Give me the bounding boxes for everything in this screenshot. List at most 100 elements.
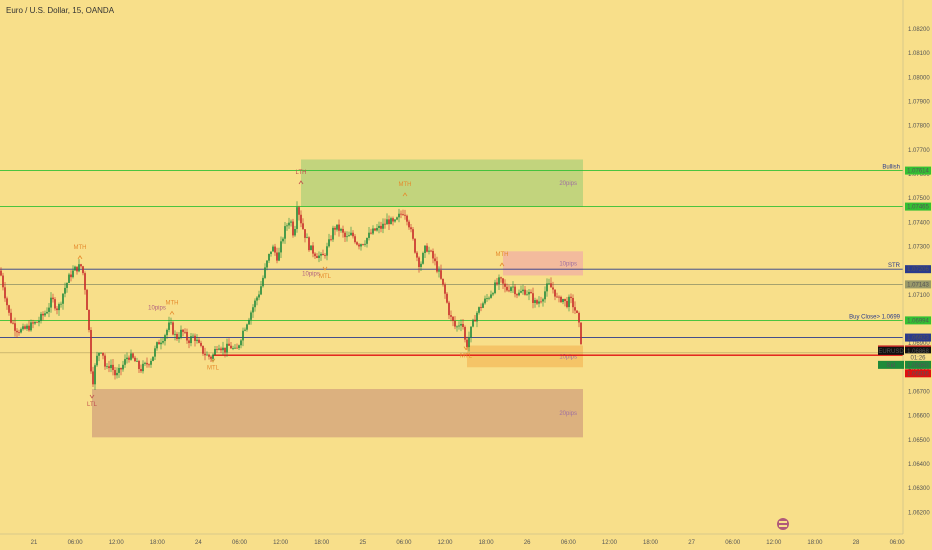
candle-body: [236, 347, 238, 349]
candle-body: [344, 232, 346, 238]
candle-body: [256, 297, 258, 301]
annotation-4[interactable]: MTH: [496, 252, 509, 258]
quote-value-1: 1.06868: [907, 349, 929, 355]
quote-box-1: [905, 346, 931, 355]
candle-body: [222, 347, 224, 351]
candle-body: [478, 307, 480, 313]
candle-body: [360, 244, 362, 247]
zone-3[interactable]: [92, 389, 583, 438]
candle-body: [336, 224, 338, 230]
candle-body: [482, 303, 484, 308]
x-tick-label: 06:00: [725, 540, 741, 546]
candle-body: [556, 296, 558, 298]
candle-body: [10, 312, 12, 323]
tradingview-logo-icon[interactable]: [777, 518, 789, 530]
candle-body: [408, 221, 410, 228]
y-tick-label: 1.07900: [908, 99, 930, 105]
candle-body: [430, 250, 432, 252]
candle-body: [50, 297, 52, 308]
zone-label-2: 10pips: [559, 354, 577, 360]
candle-body: [16, 330, 18, 333]
candle-body: [102, 352, 104, 356]
annotation-6[interactable]: MTL: [207, 366, 220, 372]
candle-body: [488, 297, 490, 299]
zone-0[interactable]: [301, 159, 583, 207]
candle-body: [302, 223, 304, 230]
quote-value-2: 01:26: [910, 355, 926, 361]
candle-body: [456, 326, 458, 328]
candle-body: [418, 257, 420, 267]
candle-body: [116, 372, 118, 376]
candle-body: [136, 360, 138, 362]
arrow-down-icon: [210, 358, 216, 363]
annotation-1[interactable]: MTH: [399, 182, 412, 188]
candle-body: [382, 223, 384, 229]
candle-body: [396, 217, 398, 220]
candle-body: [316, 256, 318, 258]
candle-body: [114, 370, 116, 376]
annotation-5[interactable]: MTL: [319, 274, 332, 280]
annotation-3[interactable]: MTH: [166, 300, 179, 306]
annotation-8[interactable]: LTL: [87, 402, 98, 408]
candle-body: [442, 278, 444, 285]
x-tick-label: 18:00: [643, 540, 659, 546]
price-tag-label-3: 1.07143: [907, 282, 929, 288]
candle-body: [548, 283, 550, 285]
annotation-7[interactable]: MTL: [460, 354, 473, 360]
candle-body: [306, 237, 308, 239]
candle-body: [104, 355, 106, 367]
zone-2[interactable]: [467, 345, 583, 368]
candle-body: [52, 297, 54, 300]
candle-body: [292, 221, 294, 236]
candle-body: [550, 283, 552, 288]
candle-body: [232, 348, 234, 349]
quote-prefix-box-1: [878, 346, 904, 355]
candle-body: [84, 273, 86, 290]
zone-1[interactable]: [503, 251, 583, 276]
candle-body: [560, 296, 562, 303]
candle-body: [538, 301, 540, 304]
candle-body: [206, 354, 208, 356]
quote-prefix-3: Bid: [887, 363, 896, 369]
candle-body: [346, 236, 348, 238]
candle-body: [108, 366, 110, 369]
candle-body: [168, 322, 170, 330]
candle-body: [514, 286, 516, 295]
candle-body: [384, 223, 386, 225]
candle-body: [164, 335, 166, 342]
candle-body: [350, 232, 352, 236]
candle-body: [24, 326, 26, 329]
candle-body: [298, 207, 300, 215]
candle-body: [162, 341, 164, 343]
candle-body: [64, 287, 66, 294]
candle-body: [30, 322, 32, 331]
annotation-10[interactable]: 10pips: [148, 305, 166, 311]
candle-body: [174, 333, 176, 335]
candle-body: [300, 214, 302, 224]
candle-body: [518, 292, 520, 296]
price-tag-label-0: 1.07614: [907, 169, 929, 175]
x-tick-label: 26: [524, 540, 531, 546]
candle-body: [434, 258, 436, 262]
candle-body: [354, 236, 356, 243]
zone-label-1: 10pips: [559, 261, 577, 267]
candle-body: [312, 245, 314, 254]
candle-body: [192, 335, 194, 337]
candle-body: [98, 352, 100, 356]
candle-body: [318, 255, 320, 258]
x-tick-label: 06:00: [396, 540, 412, 546]
annotation-2[interactable]: MTH: [74, 245, 87, 251]
candle-body: [284, 226, 286, 239]
candle-body: [90, 329, 92, 372]
candle-body: [572, 297, 574, 308]
candle-body: [536, 300, 538, 304]
candle-body: [142, 363, 144, 372]
annotation-9[interactable]: 10pips: [302, 271, 320, 277]
y-tick-label: 1.07800: [908, 124, 930, 130]
candle-body: [20, 329, 22, 333]
annotation-0[interactable]: LTH: [296, 170, 307, 176]
candle-body: [118, 367, 120, 373]
x-tick-label: 21: [31, 540, 38, 546]
